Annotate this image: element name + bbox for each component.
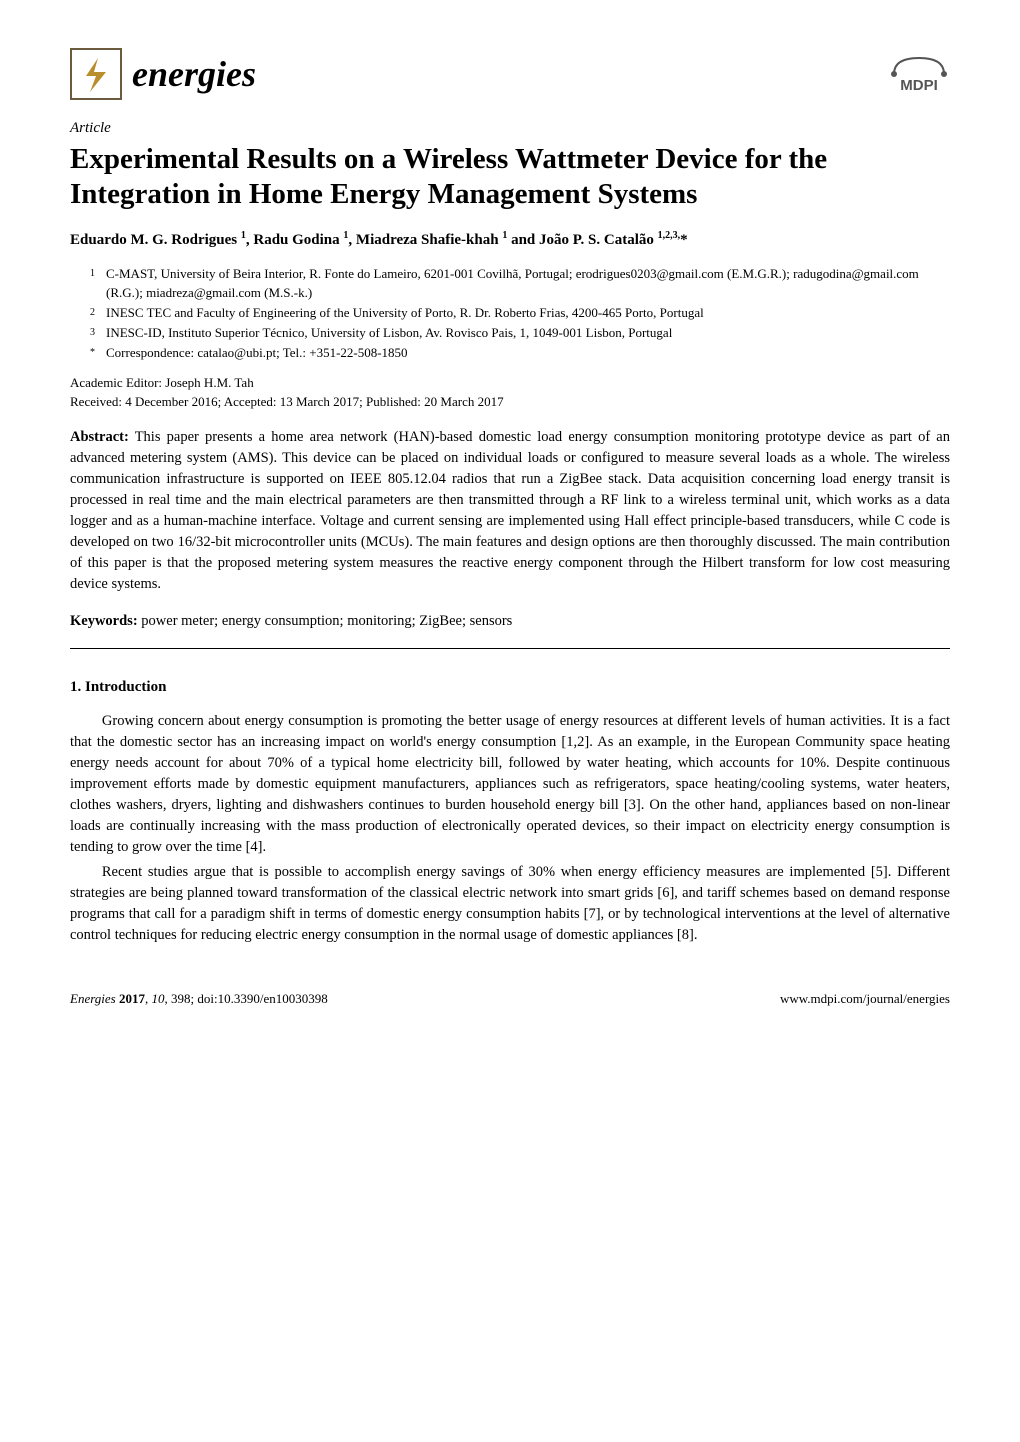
authors-line: Eduardo M. G. Rodrigues 1, Radu Godina 1… <box>70 229 950 252</box>
footer-left: Energies 2017, 10, 398; doi:10.3390/en10… <box>70 990 328 1009</box>
affiliation-text: INESC TEC and Faculty of Engineering of … <box>106 304 950 322</box>
affiliation-num: 2 <box>90 304 106 322</box>
footer-right: www.mdpi.com/journal/energies <box>780 990 950 1009</box>
page-footer: Energies 2017, 10, 398; doi:10.3390/en10… <box>70 990 950 1009</box>
footer-journal: Energies <box>70 991 116 1006</box>
keywords-block: Keywords: power meter; energy consumptio… <box>70 611 950 632</box>
affiliation-row: * Correspondence: catalao@ubi.pt; Tel.: … <box>90 344 950 362</box>
energies-logo-icon <box>70 48 122 100</box>
academic-editor-line: Academic Editor: Joseph H.M. Tah <box>70 374 950 392</box>
journal-name: energies <box>132 48 256 100</box>
body-paragraph: Recent studies argue that is possible to… <box>70 862 950 946</box>
abstract-text: This paper presents a home area network … <box>70 429 950 592</box>
affiliation-row: 1 C-MAST, University of Beira Interior, … <box>90 265 950 301</box>
footer-year: 2017 <box>119 991 145 1006</box>
body-paragraph: Growing concern about energy consumption… <box>70 711 950 858</box>
affiliation-row: 3 INESC-ID, Instituto Superior Técnico, … <box>90 324 950 342</box>
mdpi-logo-icon: MDPI <box>888 50 950 98</box>
affiliation-num: * <box>90 344 106 362</box>
abstract-label: Abstract: <box>70 429 129 445</box>
journal-logo-block: energies <box>70 48 256 100</box>
section-divider <box>70 648 950 649</box>
affiliation-num: 1 <box>90 265 106 301</box>
affiliation-row: 2 INESC TEC and Faculty of Engineering o… <box>90 304 950 322</box>
received-line: Received: 4 December 2016; Accepted: 13 … <box>70 393 950 411</box>
section-heading: 1. Introduction <box>70 677 950 699</box>
article-title: Experimental Results on a Wireless Wattm… <box>70 142 950 213</box>
affiliation-num: 3 <box>90 324 106 342</box>
svg-text:MDPI: MDPI <box>900 77 938 94</box>
keywords-label: Keywords: <box>70 613 138 629</box>
article-type: Article <box>70 118 950 140</box>
header: energies MDPI <box>70 48 950 100</box>
footer-vol: 10 <box>151 991 164 1006</box>
abstract-block: Abstract: This paper presents a home are… <box>70 427 950 595</box>
affiliation-text: Correspondence: catalao@ubi.pt; Tel.: +3… <box>106 344 950 362</box>
affiliation-text: INESC-ID, Instituto Superior Técnico, Un… <box>106 324 950 342</box>
affiliation-text: C-MAST, University of Beira Interior, R.… <box>106 265 950 301</box>
footer-page: 398 <box>171 991 191 1006</box>
affiliations: 1 C-MAST, University of Beira Interior, … <box>70 265 950 362</box>
keywords-text: power meter; energy consumption; monitor… <box>138 613 513 629</box>
footer-doi: doi:10.3390/en10030398 <box>197 991 327 1006</box>
